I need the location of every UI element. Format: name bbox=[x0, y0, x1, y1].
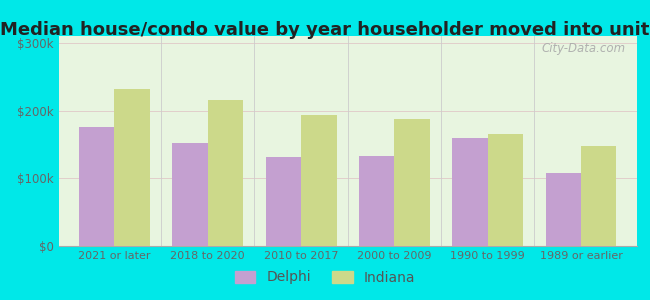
Bar bbox=[266, 157, 301, 246]
Bar bbox=[452, 138, 488, 246]
Bar bbox=[488, 134, 523, 246]
Text: City-Data.com: City-Data.com bbox=[541, 42, 625, 55]
Text: Median house/condo value by year householder moved into unit: Median house/condo value by year househo… bbox=[0, 21, 650, 39]
Bar bbox=[172, 143, 208, 246]
Legend: Delphi, Indiana: Delphi, Indiana bbox=[229, 265, 421, 290]
Bar bbox=[395, 119, 430, 246]
Bar bbox=[208, 100, 243, 246]
Bar bbox=[301, 115, 337, 246]
Bar bbox=[359, 156, 395, 246]
Bar bbox=[581, 146, 616, 246]
Bar bbox=[545, 173, 581, 246]
Bar bbox=[79, 128, 114, 246]
Bar bbox=[114, 89, 150, 246]
